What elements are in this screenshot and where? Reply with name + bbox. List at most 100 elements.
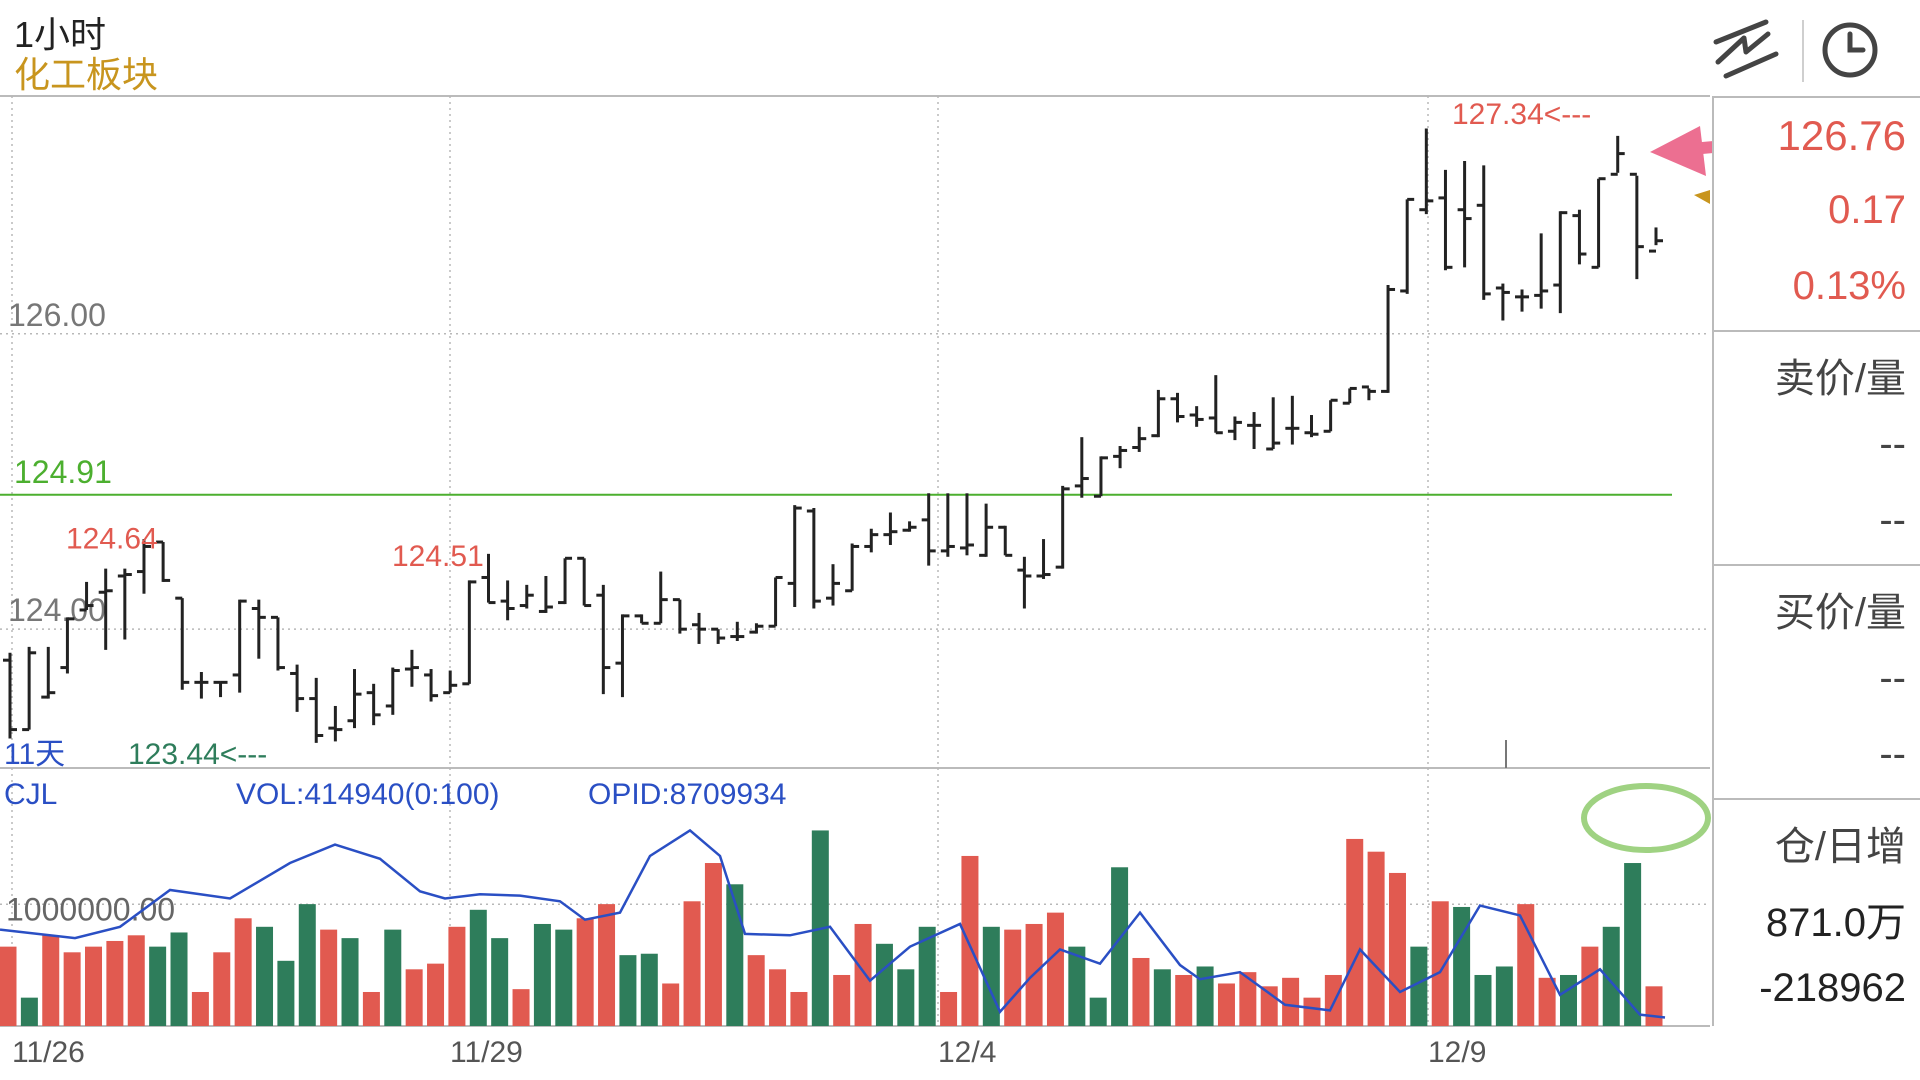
volume-bar	[1153, 969, 1171, 1026]
volume-bar	[790, 991, 808, 1026]
volume-bar	[897, 969, 915, 1026]
open-interest-change: -218962	[1759, 966, 1906, 1010]
volume-bar	[469, 909, 487, 1026]
volume-bar	[1111, 867, 1129, 1026]
volume-y-tick-label: 1000000.00	[6, 891, 175, 927]
volume-bar	[854, 923, 872, 1026]
price-chart[interactable]: 126.00 124.00 124.91 127.34<--- 123.44<--- 12…	[0, 0, 1712, 1080]
annotation-circle	[1581, 783, 1711, 853]
volume-bar	[1495, 966, 1513, 1026]
open-interest-value: 871.0万	[1765, 901, 1906, 945]
trend-line-icon[interactable]	[1706, 12, 1786, 88]
volume-bar	[170, 932, 188, 1026]
volume-bar	[384, 929, 402, 1026]
volume-bar	[256, 926, 274, 1026]
volume-bar	[1645, 986, 1663, 1026]
open-interest-label-chart: OPID:8709934	[588, 778, 786, 811]
price-change: 0.17	[1828, 188, 1906, 232]
volume-bar	[277, 960, 295, 1026]
range-label: 11天	[4, 738, 65, 771]
price-block: 126.76 0.17 0.13%	[1714, 96, 1920, 330]
volume-bar	[1282, 977, 1300, 1026]
volume-bar	[555, 929, 573, 1026]
volume-bar	[747, 955, 765, 1026]
volume-bar	[405, 969, 423, 1026]
volume-bar	[341, 938, 359, 1026]
high-label: 127.34<---	[1452, 98, 1591, 131]
sell-volume: --	[1879, 498, 1906, 542]
x-axis-label: 12/9	[1428, 1036, 1486, 1069]
y-tick-label: 124.00	[8, 592, 106, 628]
volume-bar	[1346, 838, 1364, 1026]
volume-bar	[127, 935, 145, 1026]
volume-bar	[1602, 926, 1620, 1026]
low-label: 123.44<---	[128, 738, 267, 771]
volume-bar	[1132, 957, 1150, 1026]
clock-icon[interactable]	[1810, 12, 1890, 88]
volume-bar	[362, 991, 380, 1026]
volume-label: VOL:414940(0:100)	[236, 778, 500, 811]
volume-bar	[298, 904, 316, 1026]
volume-bar	[833, 974, 851, 1026]
quote-panel: 126.76 0.17 0.13% 卖价/量 -- -- 买价/量 -- -- …	[1712, 96, 1920, 1026]
volume-average-line	[0, 828, 1666, 1019]
open-interest-label: 仓/日增	[1774, 825, 1906, 869]
peak-label: 124.64	[66, 523, 158, 556]
volume-bar	[213, 952, 231, 1026]
volume-bar	[769, 969, 787, 1026]
volume-bar	[940, 991, 958, 1026]
volume-bar	[0, 946, 17, 1026]
current-price-marker	[1694, 190, 1710, 204]
volume-bar	[1538, 977, 1556, 1026]
volume-bar	[1239, 972, 1257, 1026]
volume-bar	[598, 904, 616, 1026]
open-interest-block: 仓/日增 871.0万 -218962	[1714, 798, 1920, 1026]
volume-bar	[1089, 997, 1107, 1026]
volume-bar	[982, 926, 1000, 1026]
volume-bar	[427, 963, 445, 1026]
sell-label: 卖价/量	[1774, 357, 1906, 401]
volume-bar	[640, 953, 658, 1026]
reference-line-label: 124.91	[14, 454, 112, 490]
volume-bar	[42, 935, 60, 1026]
y-tick-label: 126.00	[8, 297, 106, 333]
volume-bar	[726, 884, 744, 1026]
volume-bar	[533, 923, 551, 1026]
buy-block: 买价/量 -- --	[1714, 564, 1920, 798]
volume-bar	[512, 989, 530, 1026]
volume-bar	[683, 901, 701, 1026]
volume-bar	[1624, 863, 1642, 1026]
volume-bar	[20, 997, 38, 1026]
volume-bar	[1217, 983, 1235, 1026]
volume-bar	[918, 926, 936, 1026]
volume-bar	[149, 946, 167, 1026]
volume-bar	[63, 952, 81, 1026]
volume-bar	[320, 929, 338, 1026]
price-change-pct: 0.13%	[1792, 264, 1906, 308]
buy-label: 买价/量	[1774, 591, 1906, 635]
chart-period: 1小时	[14, 14, 107, 55]
volume-bar	[1517, 904, 1535, 1026]
volume-bar	[1196, 966, 1214, 1026]
volume-bar	[875, 943, 893, 1026]
volume-bar	[1474, 974, 1492, 1026]
volume-bar	[491, 938, 509, 1026]
instrument-name: 化工板块	[14, 54, 159, 95]
volume-bar	[1046, 912, 1064, 1026]
last-price: 126.76	[1777, 112, 1906, 159]
volume-bar	[1303, 997, 1321, 1026]
buy-volume: --	[1879, 732, 1906, 776]
volume-bar	[1581, 946, 1599, 1026]
sell-block: 卖价/量 -- --	[1714, 330, 1920, 564]
x-axis-label: 11/26	[12, 1036, 85, 1069]
peak-label: 124.51	[392, 540, 484, 573]
volume-bar	[234, 918, 252, 1026]
volume-bar	[1367, 851, 1385, 1026]
volume-bar	[1410, 946, 1428, 1026]
volume-panel-title: CJL	[4, 778, 57, 811]
volume-bar	[1453, 906, 1471, 1026]
volume-bar	[1559, 974, 1577, 1026]
volume-bar	[619, 955, 637, 1026]
volume-bar	[1324, 974, 1342, 1026]
x-axis-label: 12/4	[938, 1036, 996, 1069]
